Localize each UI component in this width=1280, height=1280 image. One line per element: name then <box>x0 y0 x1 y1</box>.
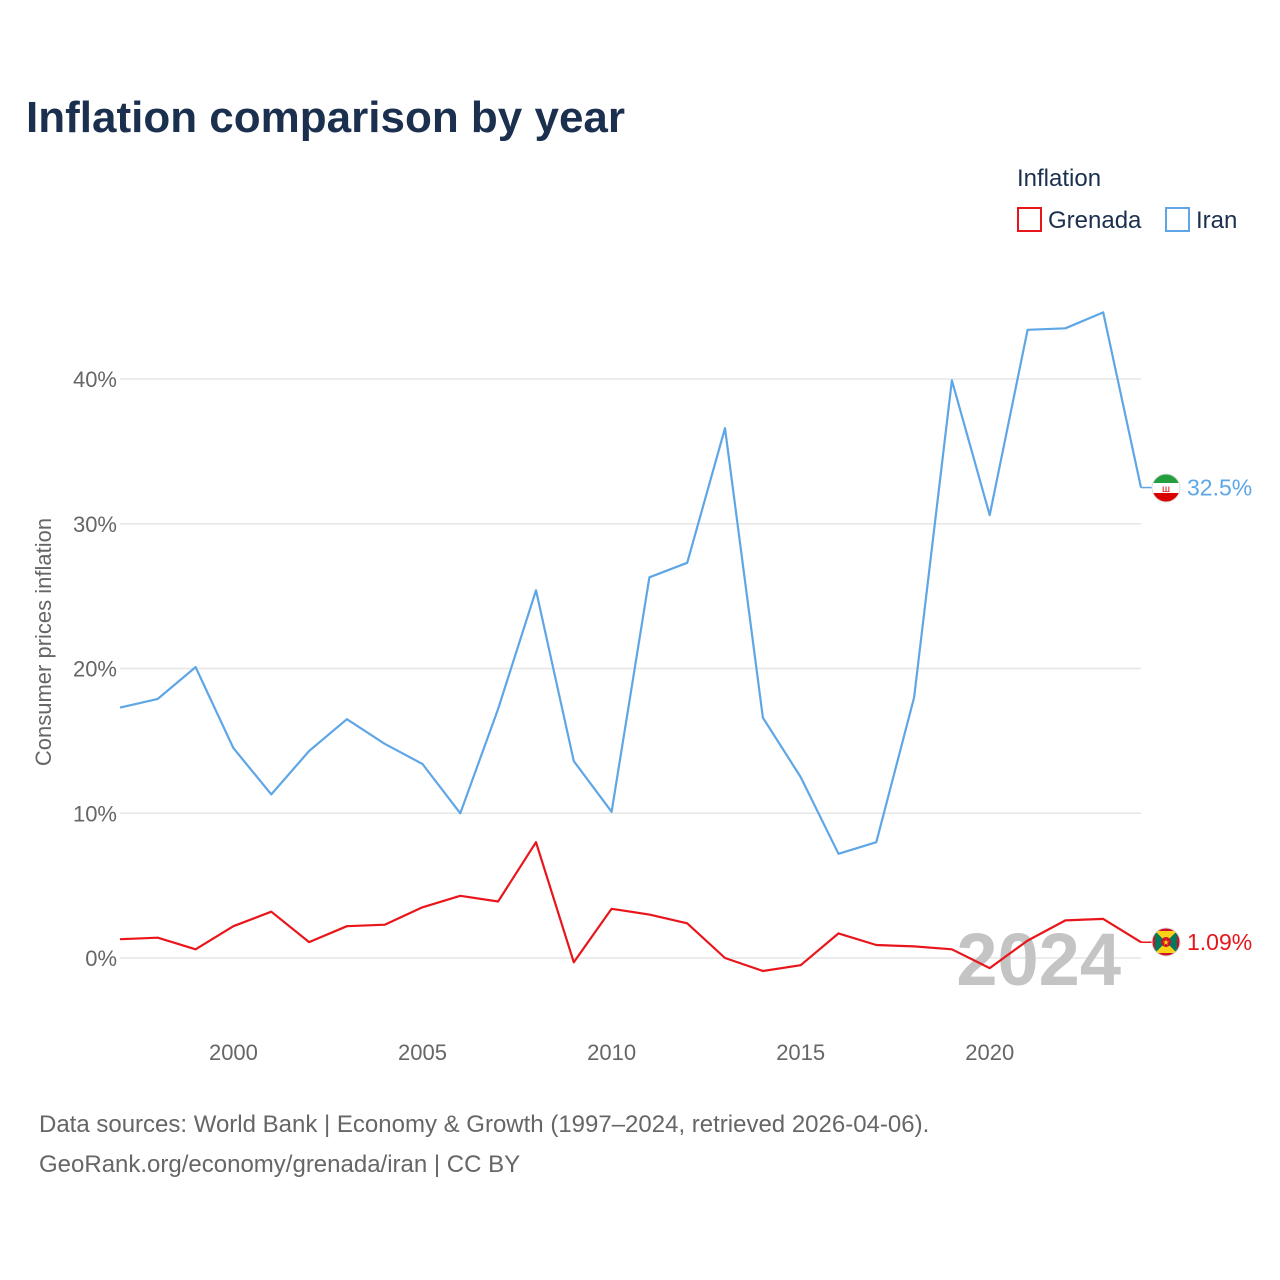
y-tick-labels: 0% 10% 20% 30% 40% <box>73 367 117 971</box>
end-labels: 1.09% 32.5% <box>1141 475 1252 955</box>
legend-title: Inflation <box>1017 165 1101 192</box>
y-tick-label: 10% <box>73 801 117 826</box>
series-line-grenada[interactable] <box>119 841 1142 973</box>
iran-flag-icon: ш <box>1151 473 1181 503</box>
legend-swatch-iran[interactable] <box>1165 207 1190 232</box>
svg-text:ш: ш <box>1162 484 1170 495</box>
y-tick-label: 0% <box>85 946 117 971</box>
y-axis-title: Consumer prices inflation <box>31 518 56 766</box>
chart-title: Inflation comparison by year <box>26 93 625 142</box>
year-watermark: 2024 <box>956 918 1121 1001</box>
source-line-1: Data sources: World Bank | Economy & Gro… <box>39 1111 929 1138</box>
legend: Inflation Grenada Iran <box>1017 165 1237 234</box>
x-tick-labels: 2000 2005 2010 2015 2020 <box>209 1040 1014 1065</box>
series-lines <box>119 311 1143 973</box>
svg-text:★: ★ <box>1162 938 1169 947</box>
series-line-iran[interactable] <box>119 311 1143 855</box>
legend-label-iran[interactable]: Iran <box>1196 207 1237 234</box>
grenada-flag-icon: ★ <box>1151 927 1181 957</box>
x-tick-label: 2020 <box>965 1040 1014 1065</box>
x-tick-label: 2005 <box>398 1040 447 1065</box>
legend-label-grenada[interactable]: Grenada <box>1048 207 1142 234</box>
y-tick-label: 30% <box>73 512 117 537</box>
y-tick-label: 40% <box>73 367 117 392</box>
x-tick-label: 2015 <box>776 1040 825 1065</box>
x-tick-label: 2000 <box>209 1040 258 1065</box>
end-value-label-iran: 32.5% <box>1187 475 1252 501</box>
gridlines <box>120 378 1141 959</box>
x-tick-label: 2010 <box>587 1040 636 1065</box>
source-line-2[interactable]: GeoRank.org/economy/grenada/iran | CC BY <box>39 1151 520 1178</box>
legend-swatch-grenada[interactable] <box>1017 207 1042 232</box>
end-value-label-grenada: 1.09% <box>1187 929 1252 955</box>
y-tick-label: 20% <box>73 657 117 682</box>
